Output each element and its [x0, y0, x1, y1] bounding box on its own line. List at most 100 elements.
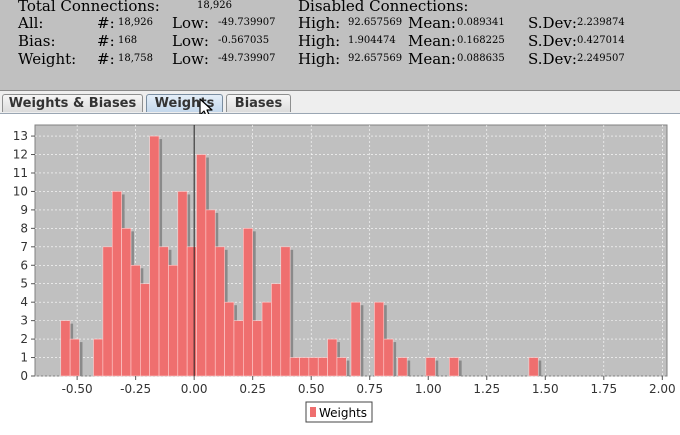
histogram-bar	[224, 301, 235, 377]
y-tick-label: 10	[13, 184, 28, 198]
y-tick-label: 4	[20, 295, 28, 309]
y-tick-label: 0	[20, 369, 28, 383]
histogram-bar	[280, 246, 291, 377]
legend: Weights	[305, 401, 373, 423]
tab-weights-and-biases[interactable]: Weights & Biases	[2, 94, 143, 112]
histogram-bar	[350, 301, 361, 377]
x-tick-label: 2.00	[649, 382, 676, 396]
histogram-bar	[252, 320, 263, 377]
total-connections-label: Total Connections:	[18, 0, 160, 15]
disabled-connections-label: Disabled Connections:	[298, 0, 469, 15]
row-bias-sdev: 0.427014	[577, 35, 625, 46]
y-tick-label: 8	[20, 221, 28, 235]
x-tick-label: 0.00	[181, 382, 208, 396]
row-bias-mean: 0.168225	[457, 35, 505, 46]
tab-bar: Weights & Biases Weights Biases	[0, 91, 680, 114]
x-tick-label: 1.50	[532, 382, 559, 396]
histogram-bar	[196, 154, 207, 377]
histogram-bar	[317, 357, 328, 377]
x-tick-label: 0.50	[298, 382, 325, 396]
y-tick-label: 11	[13, 166, 28, 180]
histogram-bar	[93, 338, 104, 377]
histogram-bar	[130, 264, 141, 377]
x-tick-label: 0.25	[239, 382, 266, 396]
row-weight-high-label: High:	[298, 50, 341, 68]
histogram-bar	[271, 283, 282, 377]
histogram-bar	[397, 357, 408, 377]
x-tick-label: -0.50	[62, 382, 93, 396]
row-bias-low-label: Low:	[172, 32, 209, 50]
row-all-mean-label: Mean:	[408, 14, 456, 32]
histogram-bar	[528, 357, 539, 377]
y-tick-label: 1	[20, 351, 28, 365]
histogram-bar	[186, 246, 197, 377]
row-bias-count-label: #:	[97, 32, 115, 50]
row-all-sdev-label: S.Dev:	[528, 14, 577, 32]
histogram-bar	[449, 357, 459, 377]
legend-swatch	[310, 407, 316, 417]
x-tick-label: 1.75	[590, 382, 617, 396]
y-tick-label: 13	[13, 129, 28, 143]
row-bias-low: -0.567035	[218, 35, 270, 46]
y-tick-label: 9	[20, 203, 28, 217]
row-bias-high-label: High:	[298, 32, 341, 50]
row-weight-mean: 0.088635	[457, 53, 505, 64]
y-tick-label: 12	[13, 148, 28, 162]
x-tick-label: 1.25	[473, 382, 500, 396]
histogram-bar	[158, 246, 169, 377]
connection-stats-panel: Total Connections: 18,926 Disabled Conne…	[0, 0, 680, 91]
y-tick-label: 3	[20, 314, 28, 328]
x-tick-label: -0.25	[120, 382, 151, 396]
row-bias-count: 168	[118, 35, 138, 46]
histogram-bar	[289, 357, 300, 377]
y-tick-label: 7	[20, 240, 28, 254]
row-weight-count: 18,758	[118, 53, 153, 64]
row-weight-sdev: 2.249507	[577, 53, 625, 64]
y-tick-label: 6	[20, 258, 28, 272]
histogram-bar	[374, 301, 385, 377]
histogram-bar	[233, 320, 244, 377]
histogram-panel: 0 1 2 3 4 5 6 7 8 9 10 11 12 13 -0.50 -0.25 0.00 0.25 0.5…	[0, 114, 680, 431]
legend-label: Weights	[319, 406, 367, 420]
row-weight-mean-label: Mean:	[408, 50, 456, 68]
histogram-bar	[214, 246, 225, 377]
histogram-bar	[299, 357, 310, 377]
tab-biases[interactable]: Biases	[226, 94, 291, 112]
histogram-bar	[327, 338, 338, 377]
row-bias-name: Bias:	[18, 32, 56, 50]
histogram-bar	[149, 135, 160, 377]
row-weight-low: -49.739907	[218, 53, 276, 64]
row-all-name: All:	[18, 14, 44, 32]
histogram-bar	[177, 191, 188, 377]
row-bias-mean-label: Mean:	[408, 32, 456, 50]
histogram-bar	[243, 228, 253, 377]
histogram-bars	[60, 135, 542, 377]
row-weight-high: 92.657569	[348, 53, 403, 64]
row-all-high: 92.657569	[348, 17, 403, 28]
y-tick-label: 5	[20, 277, 28, 291]
row-weight-name: Weight:	[18, 50, 77, 68]
histogram-bar	[308, 357, 319, 377]
histogram-bar	[168, 264, 179, 377]
row-all-high-label: High:	[298, 14, 341, 32]
row-all-mean: 0.089341	[457, 17, 505, 28]
histogram-bar	[336, 357, 347, 377]
histogram-bar	[69, 338, 80, 377]
histogram-bar	[121, 228, 132, 377]
row-weight-sdev-label: S.Dev:	[528, 50, 577, 68]
row-all-low: -49.739907	[218, 17, 276, 28]
histogram-bar	[205, 209, 216, 377]
x-tick-label: 1.00	[415, 382, 442, 396]
y-tick-label: 2	[20, 332, 28, 346]
total-connections-value: 18,926	[197, 0, 232, 11]
histogram-bar	[102, 246, 113, 377]
histogram-bar	[140, 283, 150, 377]
row-all-count-label: #:	[97, 14, 115, 32]
histogram-bar	[111, 191, 122, 377]
row-bias-sdev-label: S.Dev:	[528, 32, 577, 50]
x-tick-labels: -0.50 -0.25 0.00 0.25 0.50 0.75 1.00 1.25 1.50 1.…	[62, 376, 676, 396]
row-weight-count-label: #:	[97, 50, 115, 68]
row-all-count: 18,926	[118, 17, 153, 28]
